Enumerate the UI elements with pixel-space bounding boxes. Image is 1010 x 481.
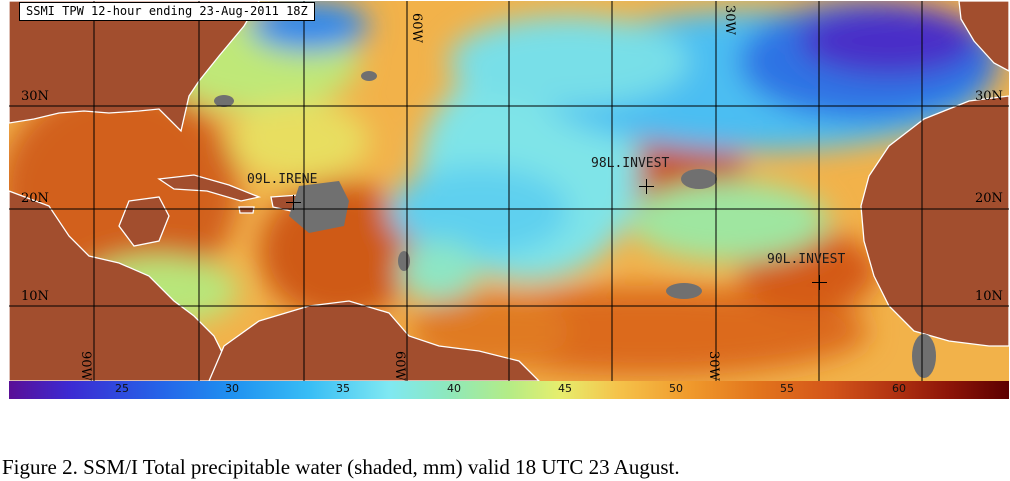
storm-marker-90l xyxy=(812,275,827,290)
storm-marker-irene xyxy=(286,195,301,210)
tpw-colorbar: 25 30 35 40 45 50 55 60 xyxy=(9,381,1009,399)
lat-label-30n-right: 30N xyxy=(975,89,1003,104)
map-title: SSMI TPW 12-hour ending 23-Aug-2011 18Z xyxy=(19,2,315,21)
colorbar-tick: 35 xyxy=(336,382,350,395)
lon-label-60w-bottom: 60W xyxy=(392,351,407,381)
storm-label-irene: 09L.IRENE xyxy=(247,172,318,187)
colorbar-tick: 40 xyxy=(447,382,461,395)
lon-label-30w-bottom: 30W xyxy=(706,351,721,381)
graticule xyxy=(9,1,1009,381)
colorbar-tick: 60 xyxy=(892,382,906,395)
lat-label-10n-left: 10N xyxy=(21,289,49,304)
lat-label-30n-left: 30N xyxy=(21,89,49,104)
tpw-map-canvas xyxy=(9,1,1009,381)
colorbar-tick: 25 xyxy=(115,382,129,395)
storm-label-98l: 98L.INVEST xyxy=(591,156,670,171)
figure-caption: Figure 2. SSM/I Total precipitable water… xyxy=(2,455,680,479)
lat-label-20n-right: 20N xyxy=(975,191,1003,206)
colorbar-tick: 55 xyxy=(780,382,794,395)
lon-label-90w-bottom: 90W xyxy=(78,351,93,381)
lat-label-10n-right: 10N xyxy=(975,289,1003,304)
lon-label-60w-top: 60W xyxy=(409,13,424,43)
storm-label-90l: 90L.INVEST xyxy=(767,252,846,267)
storm-marker-98l xyxy=(639,179,654,194)
colorbar-tick: 50 xyxy=(669,382,683,395)
lon-label-30w-top: 30W xyxy=(722,5,737,35)
tpw-map: SSMI TPW 12-hour ending 23-Aug-2011 18Z … xyxy=(9,1,1009,381)
colorbar-tick: 45 xyxy=(558,382,572,395)
colorbar-tick: 30 xyxy=(225,382,239,395)
lat-label-20n-left: 20N xyxy=(21,191,49,206)
